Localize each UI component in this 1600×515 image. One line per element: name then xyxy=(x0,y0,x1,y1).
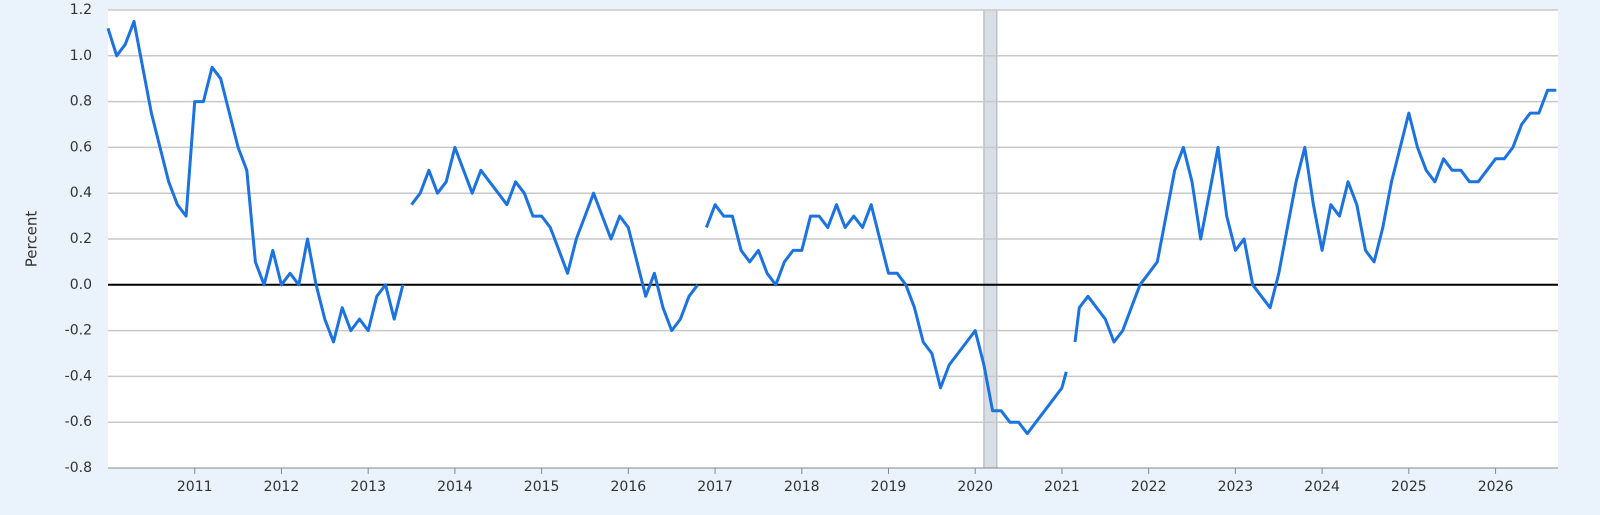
x-tick-label: 2011 xyxy=(177,479,213,495)
y-tick-label: -0.8 xyxy=(65,460,92,476)
x-tick-label: 2013 xyxy=(350,479,386,495)
y-tick-label: 1.0 xyxy=(70,48,92,64)
x-tick-label: 2016 xyxy=(611,479,647,495)
series-line xyxy=(106,19,1557,436)
y-tick-label: 0.8 xyxy=(70,94,92,110)
y-tick-label: 0.0 xyxy=(70,277,92,293)
x-tick-label: 2021 xyxy=(1044,479,1080,495)
y-tick-label: -0.4 xyxy=(65,368,92,384)
y-tick-label: 0.2 xyxy=(70,231,92,247)
x-tick-label: 2015 xyxy=(524,479,560,495)
x-tick-label: 2018 xyxy=(784,479,820,495)
x-tick-label: 2026 xyxy=(1478,479,1514,495)
x-tick-label: 2019 xyxy=(871,479,907,495)
y-axis-label: Percent xyxy=(23,211,41,268)
x-tick-label: 2025 xyxy=(1391,479,1427,495)
y-tick-label: -0.6 xyxy=(65,414,92,430)
x-tick-label: 2024 xyxy=(1304,479,1340,495)
x-tick-label: 2020 xyxy=(957,479,993,495)
y-tick-label: 0.4 xyxy=(70,185,92,201)
x-tick-label: 2014 xyxy=(437,479,473,495)
y-tick-label: 1.2 xyxy=(70,2,92,18)
x-tick-label: 2022 xyxy=(1131,479,1167,495)
x-tick-label: 2012 xyxy=(264,479,300,495)
y-tick-label: 0.6 xyxy=(70,139,92,155)
x-tick-label: 2023 xyxy=(1218,479,1254,495)
y-tick-label: -0.2 xyxy=(65,323,92,339)
x-tick-label: 2017 xyxy=(697,479,733,495)
